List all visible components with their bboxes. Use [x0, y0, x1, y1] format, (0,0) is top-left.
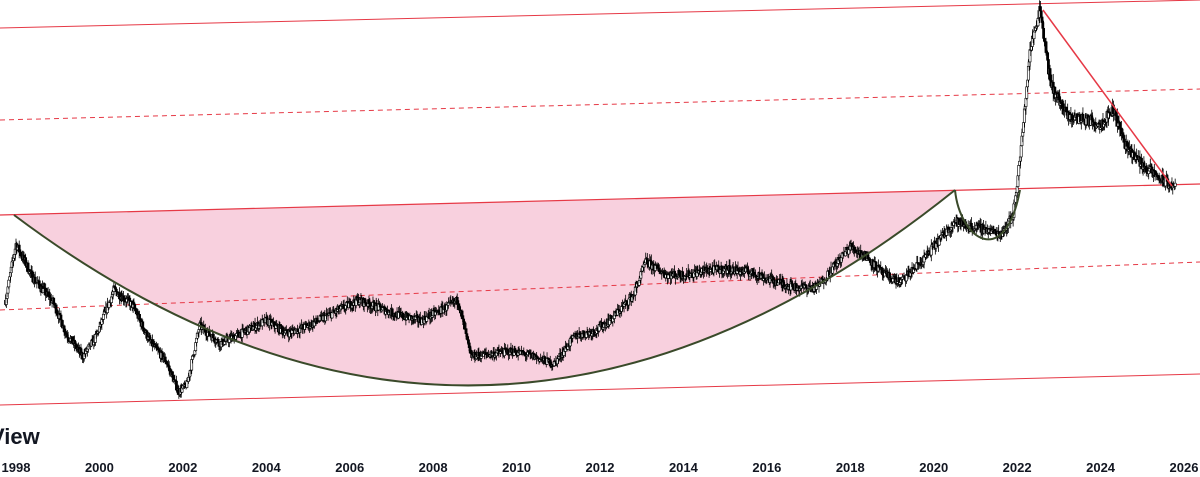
x-tick-label: 2004: [252, 460, 282, 475]
candle-body: [1032, 31, 1036, 39]
cup-shaded-region: [14, 190, 955, 386]
candle-body: [1022, 108, 1026, 123]
channel-mid-lower-dashed-line: [0, 261, 1200, 311]
x-tick-label: 2010: [502, 460, 531, 475]
candle-body: [791, 283, 794, 287]
candle-body: [1019, 145, 1023, 158]
neckline: [0, 183, 1200, 216]
channel-mid-upper-dashed-line: [0, 88, 1200, 121]
candle-body: [1147, 170, 1151, 174]
descending-trendline: [1042, 9, 1173, 187]
candle-body: [1017, 165, 1021, 177]
x-tick-label: 2014: [669, 460, 699, 475]
x-axis: 1998 2000 2002 2004 2006 2008 2010 2012 2014 2016…: [2, 460, 1199, 475]
x-tick-label: 2022: [1003, 460, 1032, 475]
x-tick-label: 2016: [752, 460, 781, 475]
candle-body: [1014, 195, 1017, 203]
x-tick-label: 2024: [1086, 460, 1116, 475]
candle-body: [141, 321, 145, 329]
candle-body: [608, 319, 612, 325]
candle-body: [467, 342, 471, 348]
x-tick-label: 2008: [419, 460, 448, 475]
candle-body: [852, 246, 856, 251]
x-tick-label: 2020: [919, 460, 948, 475]
channel-upper-line: [0, 0, 1200, 29]
candle-body: [461, 315, 465, 320]
candle-body: [1021, 132, 1025, 137]
x-tick-label: 2018: [836, 460, 865, 475]
candle-body: [666, 274, 670, 279]
candlestick-series: [4, 0, 1177, 399]
candle-body: [378, 303, 382, 308]
handle-arc: [954, 189, 1021, 241]
channel-lower-line: [0, 373, 1200, 406]
cup-arc: [13, 189, 956, 387]
x-tick-label: 2006: [335, 460, 364, 475]
x-tick-label: 2000: [85, 460, 114, 475]
x-tick-label: 2012: [586, 460, 615, 475]
x-tick-label: 2002: [168, 460, 197, 475]
candle-body: [464, 328, 468, 334]
candle-body: [1042, 28, 1046, 39]
x-tick-label: 1998: [2, 460, 31, 475]
candle-body: [7, 279, 11, 288]
candle-body: [1173, 182, 1177, 187]
candle-body: [107, 302, 111, 308]
candle-body: [466, 336, 470, 341]
watermark-text: View: [0, 424, 41, 449]
candle-body: [401, 312, 405, 319]
x-tick-label: 2026: [1170, 460, 1199, 475]
